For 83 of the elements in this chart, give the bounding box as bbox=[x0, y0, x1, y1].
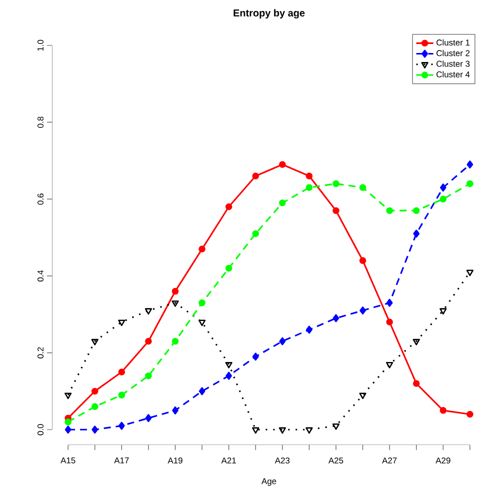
point bbox=[145, 372, 152, 380]
point bbox=[413, 230, 420, 238]
point bbox=[118, 320, 126, 326]
point bbox=[91, 388, 98, 395]
point bbox=[226, 372, 232, 380]
point bbox=[118, 392, 126, 398]
point bbox=[306, 427, 313, 434]
point bbox=[359, 392, 366, 400]
point bbox=[225, 264, 232, 272]
point bbox=[225, 203, 232, 210]
point bbox=[225, 362, 232, 368]
y-tick-label: 0.8 bbox=[38, 116, 44, 128]
point bbox=[252, 230, 259, 238]
x-tick-label: A15 bbox=[60, 457, 76, 464]
chart-title: Entropy by age bbox=[234, 9, 305, 19]
point bbox=[172, 300, 179, 307]
point bbox=[440, 407, 447, 414]
point bbox=[172, 406, 178, 414]
point bbox=[198, 246, 206, 252]
point bbox=[64, 426, 72, 434]
point bbox=[386, 298, 393, 307]
point bbox=[198, 299, 206, 306]
point bbox=[332, 180, 340, 188]
legend-label: Cluster 1 bbox=[436, 39, 470, 46]
point bbox=[306, 172, 313, 180]
point bbox=[198, 387, 206, 396]
legend-label: Cluster 3 bbox=[436, 60, 470, 67]
point bbox=[306, 184, 313, 191]
point bbox=[145, 414, 152, 422]
point bbox=[64, 392, 72, 400]
point bbox=[332, 207, 340, 214]
y-tick-label: 0.0 bbox=[38, 424, 44, 436]
point bbox=[118, 368, 126, 376]
y-tick-label: 1.0 bbox=[38, 40, 44, 51]
point bbox=[91, 403, 98, 410]
x-tick-label: A29 bbox=[436, 457, 450, 464]
point bbox=[64, 418, 72, 426]
legend-label: Cluster 4 bbox=[436, 71, 470, 78]
point bbox=[359, 184, 366, 191]
point bbox=[466, 270, 474, 276]
point bbox=[252, 427, 260, 434]
point bbox=[91, 338, 98, 346]
x-tick-label: A21 bbox=[221, 457, 236, 464]
point bbox=[412, 338, 420, 346]
x-tick-label: A17 bbox=[114, 457, 129, 464]
point bbox=[172, 288, 179, 295]
y-tick-label: 0.4 bbox=[38, 270, 44, 282]
point bbox=[386, 318, 393, 326]
point bbox=[466, 160, 474, 168]
x-tick-label: A27 bbox=[382, 457, 397, 464]
point bbox=[306, 326, 312, 334]
point bbox=[279, 161, 286, 168]
point bbox=[332, 423, 340, 430]
point bbox=[252, 352, 259, 361]
point bbox=[386, 207, 393, 214]
x-axis-title: Age bbox=[261, 478, 276, 486]
point bbox=[278, 427, 286, 434]
point bbox=[440, 196, 447, 202]
point bbox=[144, 308, 152, 315]
legend-label: Cluster 2 bbox=[436, 50, 470, 56]
point bbox=[252, 172, 259, 180]
point bbox=[279, 200, 286, 206]
point bbox=[412, 380, 420, 387]
point bbox=[145, 338, 152, 345]
point bbox=[386, 362, 394, 368]
point bbox=[92, 426, 98, 434]
point bbox=[118, 422, 125, 430]
y-tick-label: 0.2 bbox=[38, 347, 44, 358]
point bbox=[466, 180, 474, 188]
point bbox=[412, 207, 420, 214]
point bbox=[440, 184, 446, 192]
y-tick-label: 0.6 bbox=[38, 194, 44, 205]
x-tick-label: A23 bbox=[274, 457, 290, 464]
point bbox=[198, 320, 206, 326]
point bbox=[359, 257, 366, 264]
point bbox=[279, 337, 286, 346]
x-tick-label: A25 bbox=[328, 457, 344, 464]
point bbox=[360, 306, 366, 314]
point bbox=[172, 338, 179, 345]
x-tick-label: A19 bbox=[168, 457, 182, 464]
point bbox=[466, 410, 474, 418]
point bbox=[440, 308, 447, 315]
point bbox=[332, 314, 340, 322]
